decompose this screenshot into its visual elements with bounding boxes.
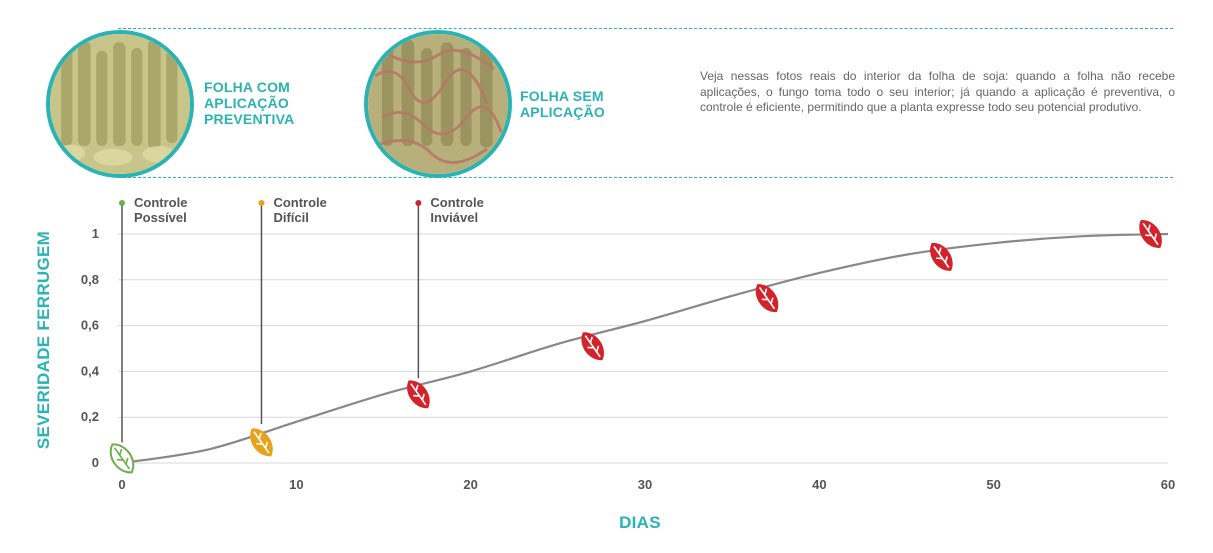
x-axis-title: DIAS: [619, 513, 661, 532]
annotation-dot: [119, 200, 125, 206]
leaf-marker-icon: [581, 332, 604, 361]
y-tick-label: 1: [92, 226, 99, 241]
leaf-marker-icon: [109, 443, 135, 474]
x-tick-label: 40: [812, 477, 826, 492]
label-line: APLICAÇÃO: [520, 104, 606, 120]
x-tick-label: 60: [1161, 477, 1175, 492]
leaf-with-treatment-label: FOLHA COM APLICAÇÃO PREVENTIVA: [204, 79, 294, 127]
y-tick-label: 0: [92, 455, 99, 470]
label-line: FOLHA COM: [204, 79, 291, 95]
annotation-dot: [415, 200, 422, 206]
annotation-label: Controle: [430, 195, 483, 210]
annotation-label: Controle: [273, 195, 326, 210]
label-line: APLICAÇÃO: [204, 95, 290, 111]
header-bottom-divider: [118, 177, 1173, 178]
x-tick-label: 50: [986, 477, 1000, 492]
leaf-marker-icon: [407, 380, 430, 409]
x-tick-label: 20: [463, 477, 477, 492]
x-tick-label: 0: [118, 477, 125, 492]
top-divider: [118, 28, 1173, 29]
leaf-without-treatment-label: FOLHA SEM APLICAÇÃO: [520, 88, 605, 120]
leaf-with-treatment-photo: [46, 30, 194, 178]
x-tick-label: 10: [289, 477, 303, 492]
label-line: PREVENTIVA: [204, 111, 295, 127]
leaf-marker-icon: [755, 284, 779, 313]
y-tick-label: 0,8: [81, 272, 99, 287]
leaf-without-treatment-photo: [364, 30, 512, 178]
severity-curve: [121, 232, 1169, 465]
y-tick-label: 0,6: [81, 318, 99, 333]
annotation-label: Inviável: [430, 210, 478, 225]
label-line: FOLHA SEM: [520, 88, 604, 104]
leaf-marker-icon: [250, 428, 273, 457]
y-tick-label: 0,2: [81, 409, 99, 424]
description-text: Veja nessas fotos reais do interior da f…: [700, 69, 1175, 114]
leaf-marker-icon: [1139, 220, 1162, 248]
y-axis-title: SEVERIDADE FERRUGEM: [34, 230, 53, 450]
annotation-label: Difícil: [273, 210, 308, 225]
leaf-marker-icon: [930, 242, 953, 271]
annotation-label: Controle: [134, 195, 187, 210]
x-tick-label: 30: [638, 477, 652, 492]
y-tick-label: 0,4: [81, 363, 100, 378]
annotation-label: Possível: [134, 210, 187, 225]
annotation-dot: [258, 200, 265, 206]
